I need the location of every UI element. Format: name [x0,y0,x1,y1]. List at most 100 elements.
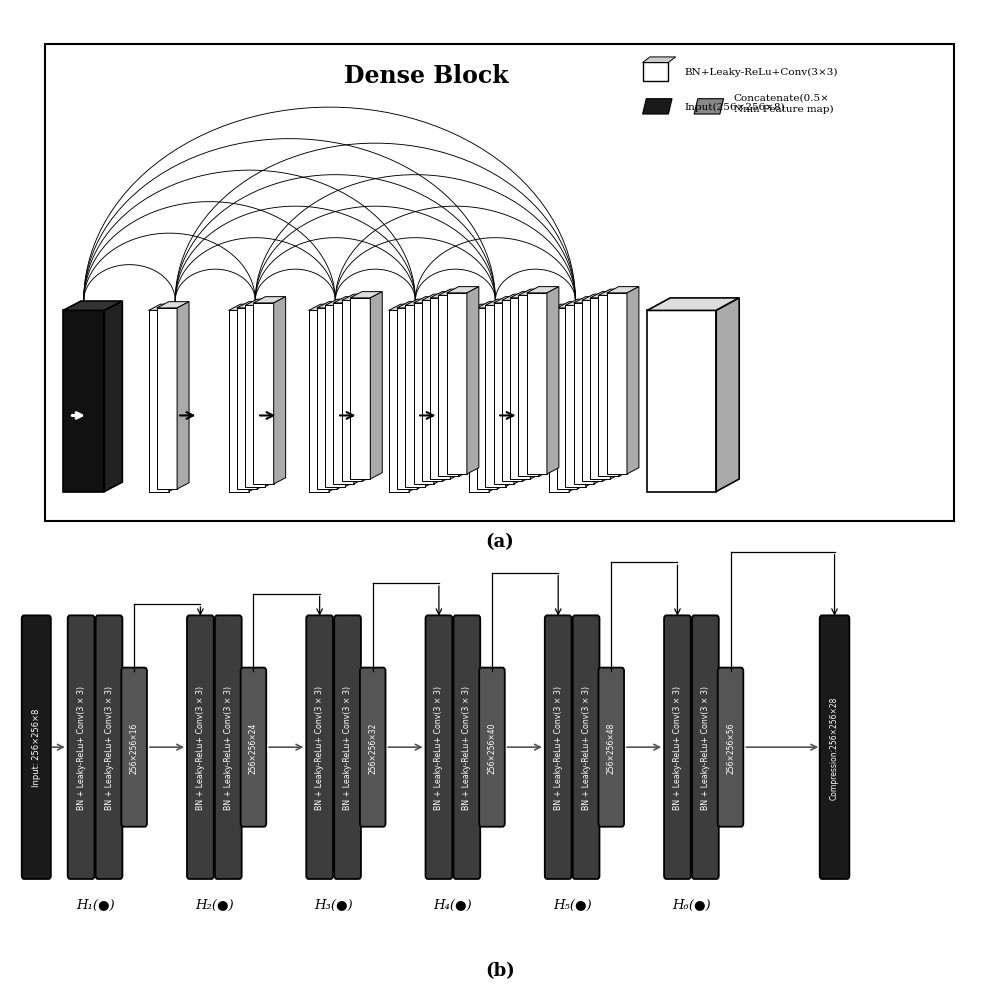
Polygon shape [582,301,602,482]
Polygon shape [497,302,509,489]
Polygon shape [405,306,425,487]
Polygon shape [539,290,551,477]
Polygon shape [370,292,382,479]
Polygon shape [63,302,122,311]
Text: Dense Block: Dense Block [344,65,509,88]
Polygon shape [502,301,522,482]
Text: H₅(●): H₅(●) [553,899,591,911]
Text: BN + Leaky-ReLu+ Conv(3 × 3): BN + Leaky-ReLu+ Conv(3 × 3) [673,686,682,809]
Polygon shape [530,292,542,479]
Polygon shape [450,292,462,479]
Polygon shape [430,292,462,298]
Polygon shape [389,311,409,492]
FancyBboxPatch shape [121,668,147,827]
Text: BN + Leaky-ReLu+ Conv(3 × 3): BN + Leaky-ReLu+ Conv(3 × 3) [343,686,352,809]
Text: BN + Leaky-ReLu+ Conv(3 × 3): BN + Leaky-ReLu+ Conv(3 × 3) [224,686,233,809]
Polygon shape [489,305,501,492]
Polygon shape [350,292,382,298]
Polygon shape [565,306,586,487]
Text: (a): (a) [486,533,514,551]
Text: 256×256×56: 256×256×56 [726,722,735,773]
Polygon shape [354,297,366,484]
Polygon shape [430,298,450,479]
FancyBboxPatch shape [453,615,480,879]
FancyBboxPatch shape [45,45,954,521]
Polygon shape [506,300,517,487]
Text: Input: 256×256×8: Input: 256×256×8 [32,709,41,786]
Polygon shape [397,308,417,489]
FancyBboxPatch shape [215,615,242,879]
Polygon shape [438,296,459,477]
FancyBboxPatch shape [306,615,333,879]
Polygon shape [438,290,471,296]
Polygon shape [442,295,454,482]
Polygon shape [574,297,606,303]
Polygon shape [249,305,261,492]
Polygon shape [333,303,354,484]
Polygon shape [619,290,631,477]
Polygon shape [274,297,286,484]
Polygon shape [549,311,569,492]
Polygon shape [514,297,526,484]
Polygon shape [547,287,559,474]
Polygon shape [447,287,479,293]
Text: H₆(●): H₆(●) [672,899,711,911]
FancyBboxPatch shape [692,615,719,879]
Text: BN + Leaky-ReLu+ Conv(3 × 3): BN + Leaky-ReLu+ Conv(3 × 3) [196,686,205,809]
Polygon shape [477,308,497,489]
Text: (b): (b) [485,961,515,979]
Polygon shape [434,297,446,484]
Polygon shape [607,287,639,293]
Polygon shape [557,302,589,308]
FancyBboxPatch shape [187,615,214,879]
Polygon shape [494,297,526,303]
Text: Compression:256×256×28: Compression:256×256×28 [830,696,839,799]
Text: BN + Leaky-ReLu+ Conv(3 × 3): BN + Leaky-ReLu+ Conv(3 × 3) [315,686,324,809]
Polygon shape [590,292,622,298]
Polygon shape [459,290,471,477]
Polygon shape [253,297,286,303]
FancyBboxPatch shape [598,668,624,827]
Polygon shape [414,303,434,484]
Polygon shape [586,300,598,487]
Polygon shape [565,300,598,306]
Polygon shape [362,295,374,482]
Text: BN + Leaky-ReLu+ Conv(3 × 3): BN + Leaky-ReLu+ Conv(3 × 3) [77,686,86,809]
Polygon shape [598,296,619,477]
FancyBboxPatch shape [573,615,599,879]
FancyBboxPatch shape [334,615,361,879]
Polygon shape [582,295,614,301]
Polygon shape [405,300,437,306]
FancyBboxPatch shape [664,615,691,879]
FancyBboxPatch shape [22,615,51,879]
Text: 256×256×24: 256×256×24 [249,722,258,773]
FancyBboxPatch shape [643,64,668,82]
Text: 256×256×32: 256×256×32 [368,722,377,773]
Polygon shape [329,305,341,492]
Text: H₄(●): H₄(●) [434,899,472,911]
Polygon shape [447,293,467,474]
Polygon shape [425,300,437,487]
FancyBboxPatch shape [241,668,266,827]
Polygon shape [149,311,169,492]
FancyBboxPatch shape [545,615,572,879]
Polygon shape [342,301,362,482]
Polygon shape [422,295,454,301]
FancyBboxPatch shape [718,668,743,827]
Text: 256×256×16: 256×256×16 [130,722,139,773]
Text: BN + Leaky-ReLu+ Conv(3 × 3): BN + Leaky-ReLu+ Conv(3 × 3) [701,686,710,809]
Polygon shape [610,292,622,479]
FancyBboxPatch shape [68,615,94,879]
Polygon shape [467,287,479,474]
Text: BN + Leaky-ReLu+ Conv(3 × 3): BN + Leaky-ReLu+ Conv(3 × 3) [554,686,563,809]
Text: Input(256×256×8): Input(256×256×8) [684,102,785,111]
Polygon shape [510,298,530,479]
Polygon shape [469,311,489,492]
Polygon shape [397,302,429,308]
Text: BN + Leaky-ReLu+ Conv(3 × 3): BN + Leaky-ReLu+ Conv(3 × 3) [582,686,591,809]
FancyBboxPatch shape [96,615,122,879]
Polygon shape [157,302,189,308]
Polygon shape [345,300,357,487]
Polygon shape [694,99,724,115]
Polygon shape [337,302,349,489]
